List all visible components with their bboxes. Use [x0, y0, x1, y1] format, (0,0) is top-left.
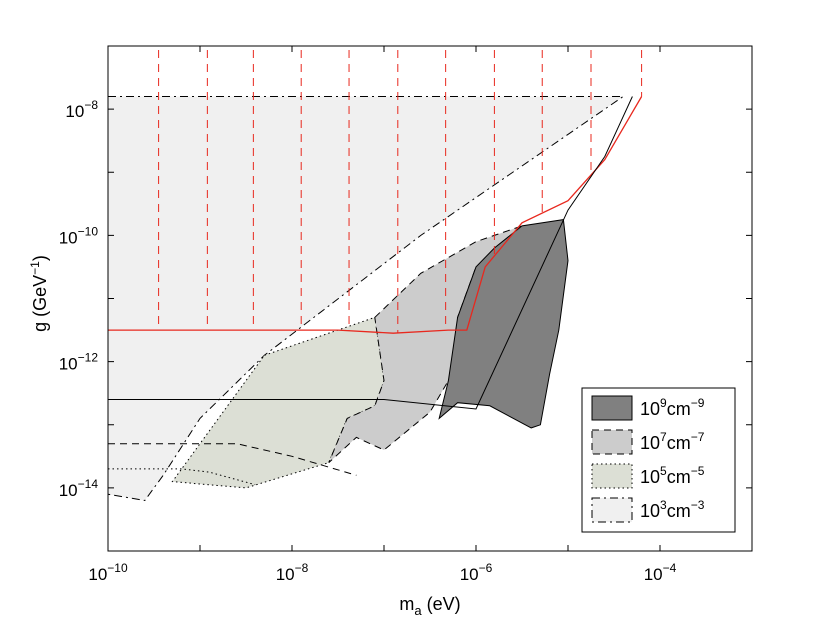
x-axis-label: ma (eV): [399, 594, 460, 618]
y-axis-label: g (GeV−1): [28, 255, 50, 332]
legend-swatch: [591, 497, 633, 523]
region-3: [108, 96, 625, 502]
y-tick-label: 10−10: [59, 224, 99, 247]
y-tick-label: 10−14: [59, 477, 99, 500]
legend-label: 107cm−7: [640, 430, 705, 453]
legend-label: 103cm−3: [640, 498, 705, 521]
black-solid-line: [108, 96, 633, 410]
legend-swatch: [591, 395, 633, 421]
x-tick-label: 10−6: [460, 561, 493, 584]
black-dotted-line: [108, 468, 256, 486]
region-9: [438, 219, 569, 429]
legend-label: 105cm−5: [640, 464, 705, 487]
legend: 109cm−9 107cm−7 105cm−5 103cm−3: [581, 387, 736, 533]
x-tick-label: 10−10: [88, 561, 128, 584]
x-tick-label: 10−4: [644, 561, 677, 584]
legend-swatch: [591, 429, 633, 455]
red-solid-line: [108, 96, 643, 334]
y-tick-label: 10−12: [59, 351, 99, 374]
region-7: [328, 225, 523, 463]
y-tick-label: 10−8: [65, 98, 98, 121]
region-5: [171, 316, 385, 489]
black-dashed-line: [108, 443, 357, 476]
legend-label: 109cm−9: [640, 396, 705, 419]
legend-swatch: [591, 463, 633, 489]
plot-area: [108, 50, 643, 502]
x-tick-label: 10−8: [276, 561, 309, 584]
axes: 10−10 10−8 10−6 10−4 10−14 10−12 10−10 10−8: [59, 45, 753, 584]
